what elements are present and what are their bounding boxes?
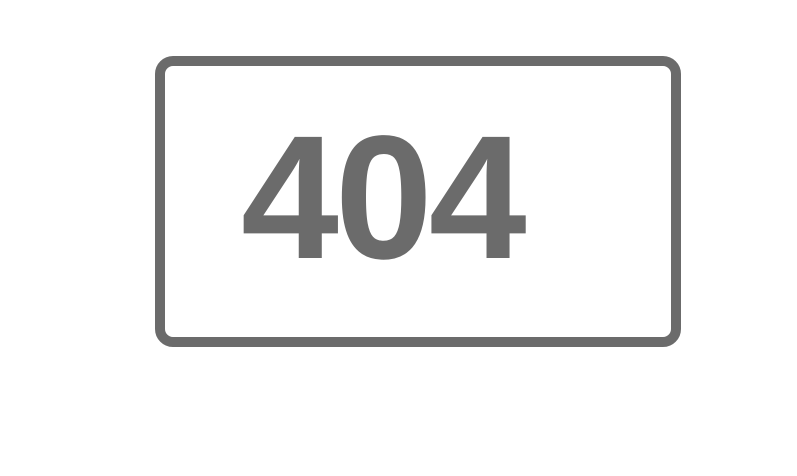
- error-frame: 404: [155, 56, 681, 347]
- error-code: 404: [241, 100, 527, 296]
